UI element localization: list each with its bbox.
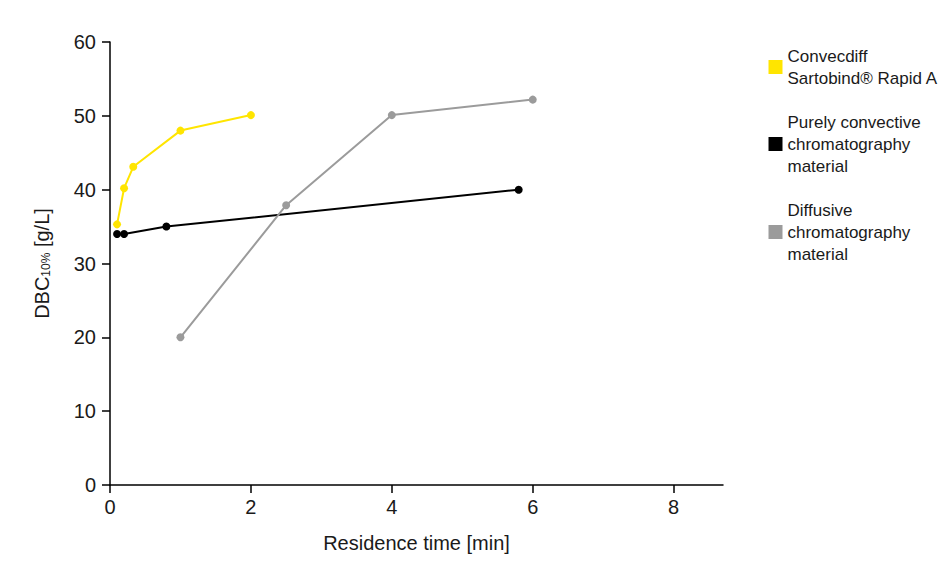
svg-text:Purely convective: Purely convective [787, 113, 920, 132]
svg-text:30: 30 [74, 253, 96, 275]
svg-text:4: 4 [386, 496, 397, 518]
svg-text:material: material [787, 245, 847, 264]
svg-text:0: 0 [104, 496, 115, 518]
svg-text:Residence time [min]: Residence time [min] [323, 532, 510, 554]
svg-text:Sartobind® Rapid A: Sartobind® Rapid A [787, 69, 937, 88]
svg-text:50: 50 [74, 105, 96, 127]
svg-text:60: 60 [74, 31, 96, 53]
svg-text:2: 2 [245, 496, 256, 518]
svg-text:material: material [787, 157, 847, 176]
svg-text:6: 6 [527, 496, 538, 518]
svg-text:Convecdiff: Convecdiff [787, 47, 867, 66]
svg-text:40: 40 [74, 179, 96, 201]
svg-text:chromatography: chromatography [787, 135, 910, 154]
svg-text:DBC: DBC [31, 277, 53, 319]
svg-text:10%: 10% [39, 252, 53, 276]
svg-text:10: 10 [74, 400, 96, 422]
svg-text:20: 20 [74, 326, 96, 348]
svg-text:chromatography: chromatography [787, 223, 910, 242]
svg-text:8: 8 [668, 496, 679, 518]
svg-text:Diffusive: Diffusive [787, 201, 852, 220]
svg-text:0: 0 [85, 474, 96, 496]
svg-text:[g/L]: [g/L] [31, 208, 53, 252]
